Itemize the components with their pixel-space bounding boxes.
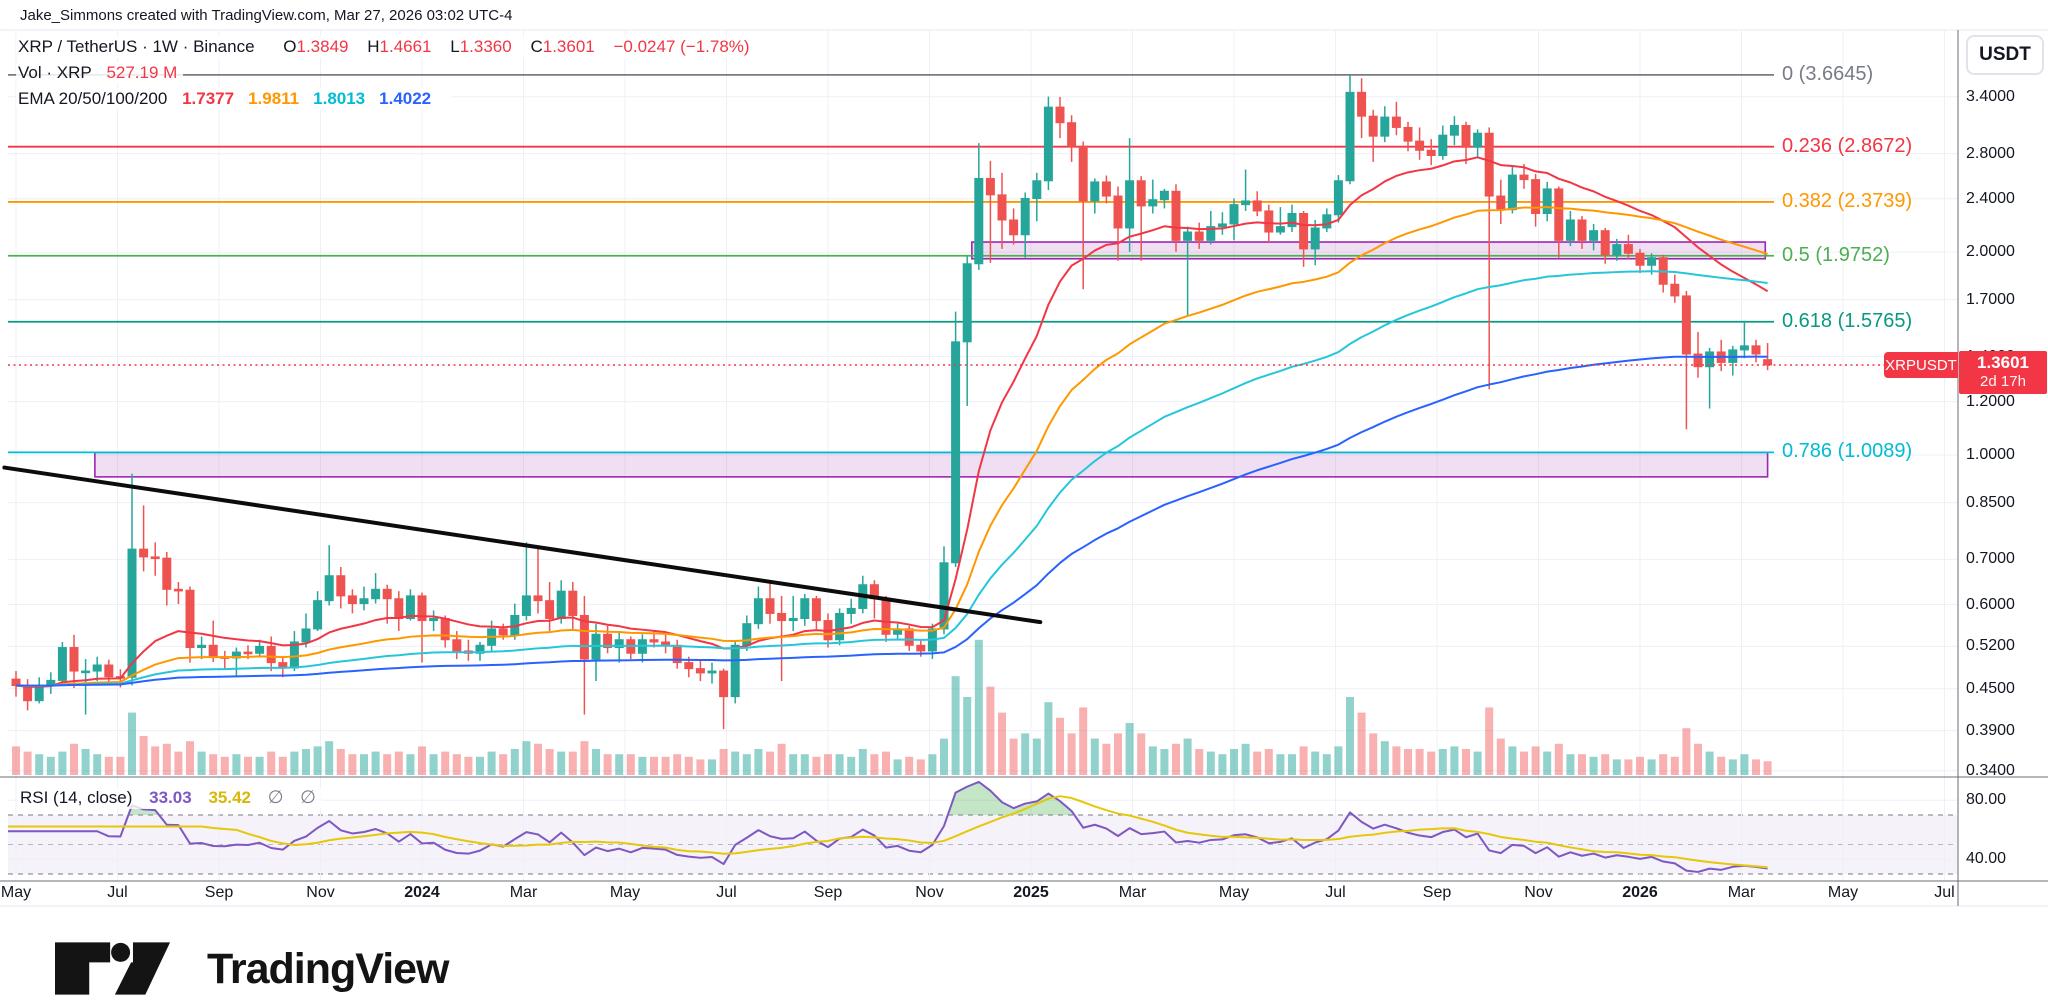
volume-legend-row[interactable]: Vol · XRP 527.19 M — [16, 62, 184, 84]
time-tick-label: Mar — [509, 884, 538, 901]
symbol-legend-row[interactable]: XRP / TetherUS · 1W · Binance O1.3849 H1… — [16, 36, 756, 58]
price-tick-label: 0.8500 — [1966, 493, 2015, 511]
time-tick-label: May — [1827, 884, 1859, 901]
fib-level-label-0.5: 0.5 (1.9752) — [1782, 243, 1890, 266]
volume-label: Vol · XRP — [18, 63, 92, 82]
ema-value: 1.8013 — [313, 89, 366, 108]
ema-values: 1.7377 1.9811 1.8013 1.4022 — [182, 89, 445, 108]
rsi-label: RSI (14, close) — [20, 788, 133, 807]
time-tick-label: May — [609, 884, 641, 901]
volume-value: 527.19 M — [106, 63, 178, 82]
open-value: 1.3849 — [296, 37, 349, 56]
last-price-symbol-badge: XRPUSDT — [1884, 352, 1958, 378]
rsi-empty-source-icon: ∅ — [300, 787, 316, 807]
price-tick-label: 1.0000 — [1966, 446, 2015, 463]
price-tick-label: 0.3900 — [1966, 721, 2015, 739]
time-axis-drag-area[interactable] — [0, 881, 1958, 906]
fib-level-label-0.382: 0.382 (2.3739) — [1782, 189, 1913, 212]
last-price-value: 1.3601 — [1977, 353, 2029, 372]
price-tick-label: 2.8000 — [1966, 144, 2015, 162]
time-tick-label: Mar — [1118, 884, 1147, 901]
ema-label: EMA 20/50/100/200 — [18, 89, 168, 108]
rsi-tick-label: 40.00 — [1966, 850, 2007, 868]
price-axis-drag-area[interactable] — [1958, 30, 2048, 881]
time-tick-label: Jul — [1325, 884, 1346, 901]
close-value: 1.3601 — [542, 37, 595, 56]
rsi-legend-row[interactable]: RSI (14, close) 33.03 35.42 ∅ ∅ — [18, 786, 322, 809]
price-tick-label: 1.2000 — [1966, 392, 2015, 410]
fib-level-label-0: 0 (3.6645) — [1782, 62, 1874, 85]
last-price-axis-label: 1.3601 2d 17h — [1959, 351, 2047, 394]
ema-legend-row[interactable]: EMA 20/50/100/200 1.7377 1.9811 1.8013 1.40… — [16, 88, 452, 110]
bar-countdown: 2d 17h — [1980, 373, 2026, 390]
price-tick-label: 0.7000 — [1966, 550, 2015, 568]
time-tick-label: Nov — [1524, 884, 1553, 901]
low-value: 1.3360 — [459, 37, 512, 56]
price-tick-label: 0.6000 — [1966, 595, 2015, 613]
ema-value: 1.7377 — [182, 89, 235, 108]
price-tick-label: 0.5200 — [1966, 637, 2015, 655]
fib-level-label-0.236: 0.236 (2.8672) — [1782, 134, 1913, 157]
price-tick-label: 3.4000 — [1966, 87, 2015, 105]
time-tick-label: 2024 — [404, 884, 440, 901]
time-tick-label: Nov — [915, 884, 944, 901]
time-tick-label: Jul — [1934, 884, 1955, 901]
time-tick-label: Jul — [716, 884, 737, 901]
price-tick-label: 2.0000 — [1966, 243, 2015, 261]
fib-level-label-0.786: 0.786 (1.0089) — [1782, 440, 1913, 463]
attribution-text: Jake_Simmons created with TradingView.co… — [20, 7, 513, 24]
time-tick-label: Sep — [204, 884, 234, 901]
time-tick-label: Sep — [1422, 884, 1452, 901]
tradingview-logo-text: TradingView — [207, 944, 449, 993]
time-tick-label: 2025 — [1013, 884, 1049, 901]
high-value: 1.4661 — [379, 37, 432, 56]
time-tick-label: Sep — [813, 884, 843, 901]
price-tick-label: 0.4500 — [1966, 679, 2015, 697]
price-tick-label: 2.4000 — [1966, 189, 2015, 207]
close-key: C — [530, 37, 543, 56]
fib-level-label-0.618: 0.618 (1.5765) — [1782, 309, 1913, 332]
ema-value: 1.4022 — [379, 89, 432, 108]
rsi-ma-value: 35.42 — [208, 788, 251, 807]
ema-value: 1.9811 — [248, 89, 300, 108]
symbol-title: XRP / TetherUS · 1W · Binance — [18, 37, 255, 56]
change-value: −0.0247 (−1.78%) — [613, 37, 750, 56]
time-tick-label: 2026 — [1622, 884, 1658, 901]
price-tick-label: 0.3400 — [1966, 761, 2015, 779]
open-key: O — [283, 37, 297, 56]
time-tick-label: Nov — [306, 884, 335, 901]
currency-toggle-button[interactable]: USDT — [1966, 35, 2044, 75]
time-tick-label: May — [0, 884, 32, 901]
low-key: L — [450, 37, 460, 56]
rsi-value: 33.03 — [149, 788, 192, 807]
tradingview-logo[interactable]: TradingView — [55, 942, 449, 996]
time-tick-label: Jul — [107, 884, 128, 901]
rsi-empty-source-icon: ∅ — [267, 787, 284, 807]
time-tick-label: Mar — [1727, 884, 1756, 901]
rsi-tick-label: 80.00 — [1966, 791, 2007, 809]
time-tick-label: May — [1218, 884, 1250, 901]
high-key: H — [367, 37, 380, 56]
tradingview-logo-icon — [55, 942, 171, 995]
price-tick-label: 1.7000 — [1966, 290, 2015, 308]
